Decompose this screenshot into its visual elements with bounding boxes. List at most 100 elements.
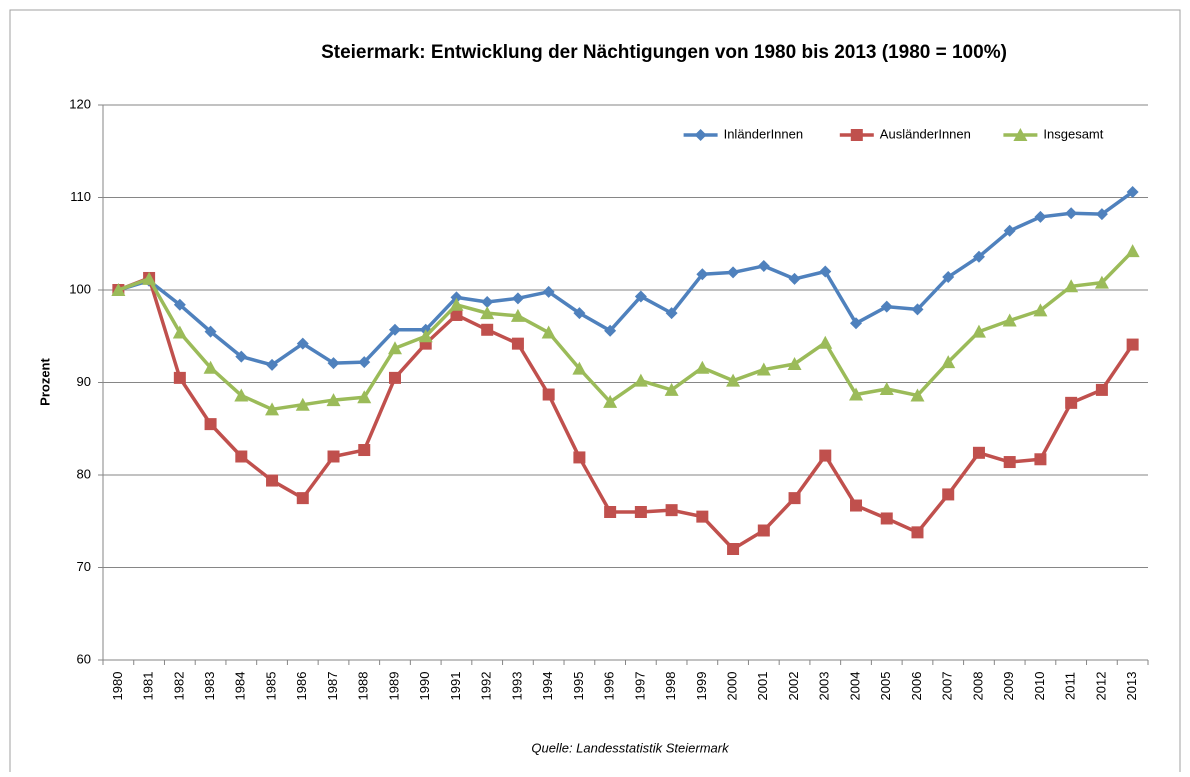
marker (604, 324, 617, 337)
x-tick-label: 1993 (509, 672, 524, 701)
marker (511, 337, 524, 350)
x-tick-label: 1982 (171, 672, 186, 701)
x-tick-label: 1998 (663, 672, 678, 701)
marker (634, 506, 647, 518)
legend-label: AusländerInnen (880, 126, 971, 141)
marker (727, 543, 740, 555)
x-tick-label: 2002 (786, 672, 801, 701)
marker (696, 268, 709, 281)
marker (388, 323, 401, 336)
marker (1064, 279, 1079, 293)
marker (203, 360, 218, 374)
x-tick-label: 1988 (356, 672, 371, 701)
x-tick-label: 1981 (141, 672, 156, 701)
x-tick-label: 1995 (571, 672, 586, 701)
marker (510, 308, 525, 322)
marker (880, 300, 893, 313)
x-tick-label: 2003 (817, 672, 832, 701)
marker (665, 504, 678, 517)
x-tick-label: 1986 (294, 672, 309, 701)
marker (387, 341, 402, 355)
marker (541, 325, 556, 339)
marker (266, 358, 279, 371)
marker (296, 492, 309, 505)
series-line (117, 249, 1134, 412)
marker (327, 357, 340, 370)
marker (358, 444, 371, 457)
marker (481, 296, 494, 309)
marker (173, 298, 186, 311)
marker (850, 499, 863, 512)
marker (787, 357, 802, 370)
marker (819, 265, 832, 278)
marker (572, 361, 587, 375)
x-tick-label: 1991 (448, 672, 463, 701)
marker (727, 266, 740, 279)
marker (173, 371, 186, 384)
marker (664, 382, 679, 396)
marker (1095, 383, 1108, 396)
marker (295, 397, 310, 411)
marker (633, 373, 648, 387)
marker (942, 271, 955, 284)
y-tick-label: 60 (77, 651, 91, 666)
marker (234, 388, 249, 402)
marker (1065, 396, 1078, 409)
marker (296, 337, 309, 350)
x-tick-label: 2010 (1032, 672, 1047, 701)
marker (1034, 210, 1047, 223)
marker (1033, 303, 1048, 317)
marker (971, 324, 986, 338)
marker (757, 259, 770, 272)
marker (1126, 185, 1139, 198)
chart-title: Steiermark: Entwicklung der Nächtigungen… (321, 42, 1007, 63)
marker (235, 350, 248, 363)
marker (357, 390, 372, 404)
x-tick-label: 2004 (847, 672, 862, 701)
marker (1013, 128, 1028, 141)
marker (1034, 453, 1047, 466)
marker (358, 356, 371, 369)
chart-border (9, 9, 1181, 777)
legend-label: InländerInnen (724, 126, 804, 141)
marker (542, 388, 555, 401)
x-tick-label: 2001 (755, 672, 770, 701)
marker (1003, 224, 1016, 237)
marker (450, 291, 463, 304)
marker (941, 355, 956, 369)
x-tick-label: 2008 (970, 672, 985, 701)
marker (1003, 456, 1016, 469)
marker (511, 292, 524, 305)
legend-label: Insgesamt (1043, 126, 1103, 141)
marker (696, 510, 709, 523)
marker (142, 271, 157, 285)
x-tick-label: 2013 (1124, 672, 1139, 701)
series-line (117, 190, 1134, 367)
y-tick-label: 100 (69, 281, 91, 296)
x-tick-label: 1994 (540, 672, 555, 701)
marker (910, 388, 925, 402)
marker (604, 506, 617, 518)
x-tick-label: 1989 (386, 672, 401, 701)
marker (204, 418, 217, 431)
marker (1126, 338, 1139, 351)
marker (850, 317, 863, 330)
marker (849, 387, 864, 401)
marker (819, 449, 832, 462)
marker (972, 250, 985, 263)
marker (480, 306, 495, 320)
x-tick-label: 2006 (909, 672, 924, 701)
marker (665, 307, 678, 320)
marker (1095, 208, 1108, 221)
marker (1002, 313, 1017, 327)
marker (757, 524, 770, 537)
series-line (117, 276, 1135, 551)
marker (111, 283, 126, 296)
y-tick-label: 70 (77, 559, 91, 574)
y-axis-label: Prozent (37, 357, 52, 405)
marker (694, 129, 707, 141)
marker (327, 450, 340, 463)
marker (911, 303, 924, 316)
marker (204, 325, 217, 338)
